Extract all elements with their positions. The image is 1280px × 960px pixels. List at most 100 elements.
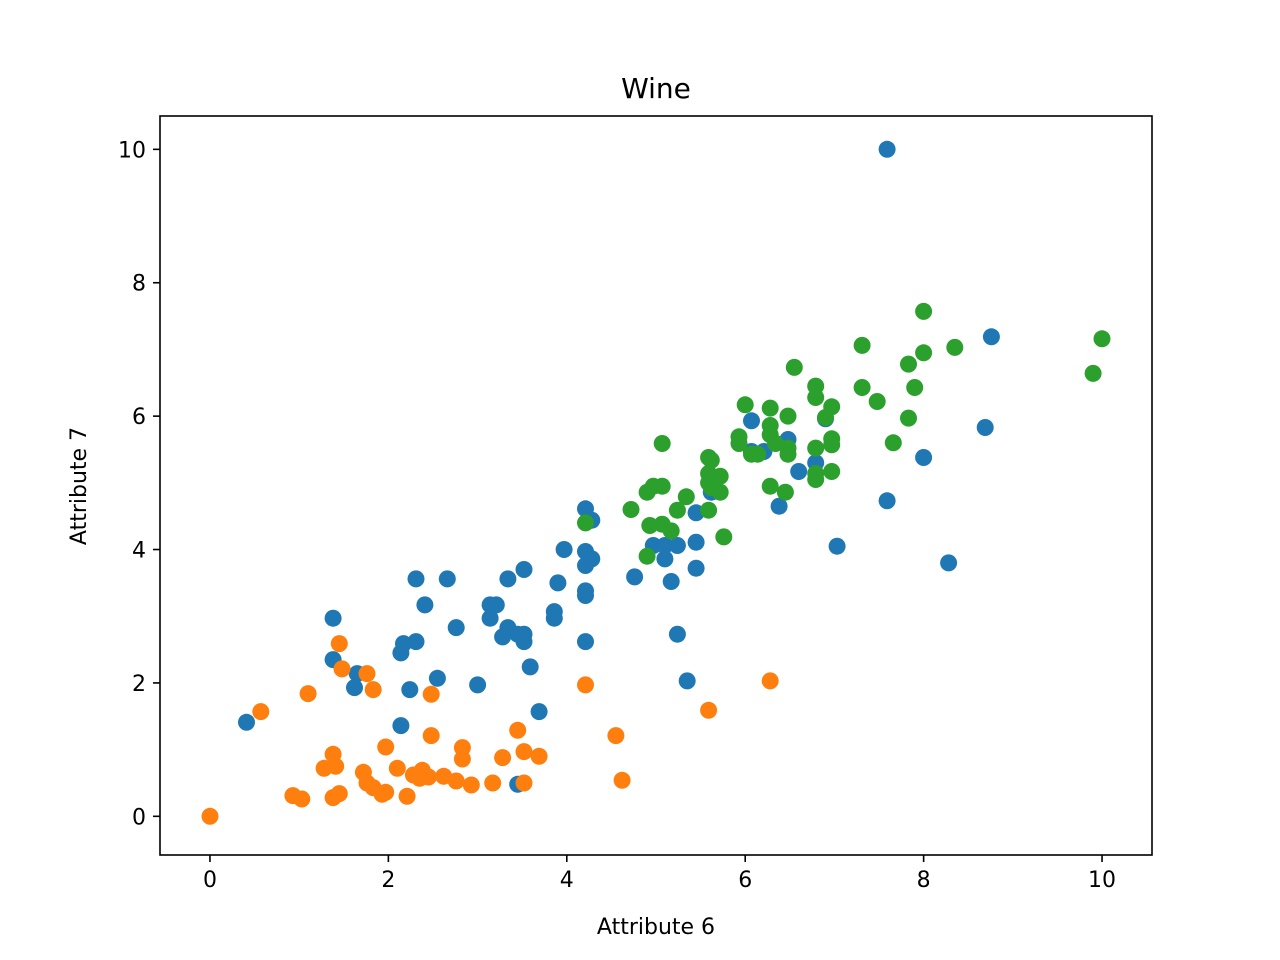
data-point-series-1 — [530, 703, 548, 721]
data-point-series-1 — [346, 679, 363, 697]
data-point-series-2 — [330, 635, 348, 653]
data-point-series-3 — [662, 522, 680, 540]
data-point-series-3 — [736, 396, 754, 414]
data-point-series-3 — [906, 379, 924, 396]
data-point-series-1 — [324, 609, 342, 627]
data-point-series-2 — [577, 676, 594, 694]
data-point-series-1 — [668, 625, 686, 643]
x-tick-label: 0 — [203, 868, 217, 893]
x-tick-label: 2 — [381, 868, 395, 893]
data-point-series-2 — [515, 774, 533, 792]
data-point-series-3 — [900, 409, 917, 427]
data-point-series-1 — [469, 676, 487, 694]
data-point-series-1 — [770, 497, 788, 515]
data-point-series-1 — [447, 619, 465, 637]
x-tick-label: 10 — [1088, 868, 1116, 893]
data-point-series-3 — [853, 379, 871, 396]
data-point-series-2 — [364, 779, 382, 797]
data-point-series-2 — [447, 772, 465, 790]
data-point-series-3 — [715, 528, 733, 546]
data-point-series-1 — [678, 672, 696, 690]
data-point-series-3 — [776, 483, 794, 501]
data-point-series-3 — [946, 338, 964, 356]
data-point-series-1 — [828, 537, 846, 555]
data-point-series-2 — [315, 759, 333, 777]
data-point-series-1 — [545, 609, 563, 627]
data-point-series-1 — [555, 541, 573, 558]
data-point-series-3 — [915, 302, 933, 320]
data-point-series-1 — [626, 568, 644, 586]
data-point-series-2 — [484, 774, 502, 792]
data-point-series-1 — [656, 537, 674, 554]
data-point-series-1 — [662, 573, 680, 590]
data-point-series-3 — [677, 488, 695, 506]
data-point-series-1 — [494, 628, 512, 646]
data-point-series-1 — [392, 644, 410, 662]
data-point-series-3 — [853, 336, 871, 354]
data-point-series-1 — [521, 658, 539, 676]
y-tick-label: 0 — [132, 805, 146, 830]
data-point-series-1 — [878, 140, 896, 158]
x-axis-label: Attribute 6 — [597, 915, 715, 940]
data-point-series-1 — [577, 557, 594, 574]
x-axis: 0 2 4 6 8 10 — [203, 855, 1116, 893]
data-point-series-2 — [607, 727, 625, 745]
data-point-series-2 — [293, 790, 311, 808]
data-point-series-3 — [700, 501, 718, 519]
data-point-series-3 — [702, 451, 720, 469]
data-point-series-3 — [1093, 330, 1111, 348]
data-point-series-2 — [509, 721, 527, 739]
data-point-series-2 — [453, 750, 471, 768]
data-point-series-3 — [577, 514, 594, 532]
data-point-series-1 — [878, 492, 896, 510]
data-point-series-3 — [638, 547, 656, 565]
x-tick-label: 8 — [917, 868, 931, 893]
y-tick-label: 4 — [132, 539, 146, 564]
data-point-series-1 — [687, 533, 705, 551]
x-tick-label: 6 — [738, 868, 752, 893]
points-layer — [201, 140, 1111, 825]
data-point-series-2 — [358, 665, 376, 683]
data-point-series-3 — [761, 477, 779, 495]
data-point-series-3 — [900, 355, 917, 373]
data-point-series-2 — [398, 787, 416, 805]
data-point-series-1 — [515, 561, 533, 578]
data-point-series-3 — [1084, 364, 1102, 382]
data-point-series-3 — [807, 471, 825, 488]
data-point-series-3 — [622, 501, 640, 518]
data-point-series-3 — [653, 477, 671, 495]
data-point-series-1 — [401, 681, 419, 699]
data-point-series-1 — [668, 537, 686, 554]
data-point-series-1 — [407, 633, 425, 651]
data-point-series-3 — [749, 445, 767, 463]
data-point-series-1 — [982, 328, 1000, 346]
data-point-series-2 — [494, 749, 512, 767]
data-point-series-2 — [613, 771, 631, 789]
data-point-series-2 — [422, 685, 440, 703]
data-point-series-3 — [817, 409, 834, 426]
data-point-series-1 — [577, 587, 594, 604]
data-point-series-3 — [807, 389, 825, 406]
data-point-series-1 — [416, 596, 434, 614]
data-point-series-2 — [700, 701, 718, 719]
data-point-series-1 — [392, 717, 410, 735]
data-point-series-2 — [252, 703, 270, 721]
data-point-series-3 — [779, 407, 797, 425]
data-point-series-1 — [790, 463, 808, 480]
data-point-series-1 — [577, 633, 594, 651]
data-point-series-1 — [428, 669, 446, 687]
data-point-series-1 — [976, 419, 994, 436]
data-point-series-1 — [499, 570, 517, 588]
data-point-series-2 — [761, 672, 779, 690]
data-point-series-3 — [653, 435, 671, 452]
data-point-series-1 — [549, 574, 567, 592]
data-point-series-1 — [687, 559, 705, 577]
data-point-series-3 — [779, 445, 797, 463]
data-point-series-2 — [388, 759, 406, 777]
data-point-series-3 — [641, 517, 659, 534]
data-point-series-2 — [530, 747, 548, 765]
data-point-series-2 — [201, 807, 219, 825]
data-point-series-2 — [333, 660, 351, 678]
data-point-series-2 — [422, 727, 440, 745]
